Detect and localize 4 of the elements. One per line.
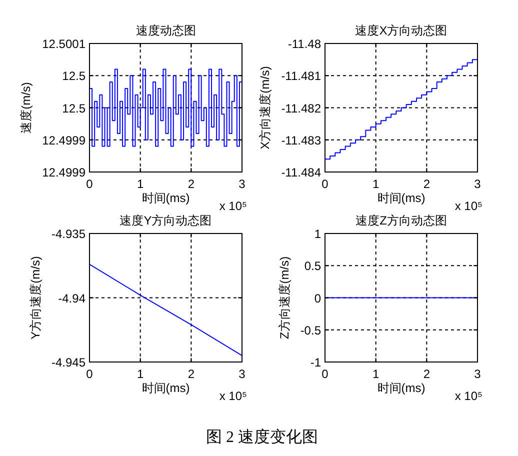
title: 速度Y方向动态图 <box>120 214 212 228</box>
title: 速度Z方向动态图 <box>356 214 447 228</box>
title: 速度X方向动态图 <box>355 24 448 38</box>
title: 速度动态图 <box>136 24 196 38</box>
